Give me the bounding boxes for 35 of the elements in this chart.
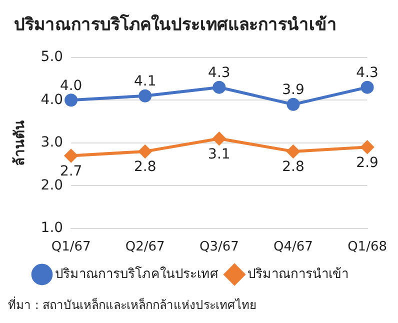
point bbox=[212, 132, 226, 146]
data-label: 4.0 bbox=[60, 78, 82, 94]
x-tick-label: Q1/67 bbox=[51, 240, 91, 255]
point bbox=[64, 94, 78, 107]
point bbox=[138, 144, 152, 158]
point bbox=[286, 98, 300, 111]
point bbox=[64, 149, 78, 162]
y-tick-label: 4.0 bbox=[40, 92, 64, 108]
data-label: 2.8 bbox=[282, 159, 304, 176]
chart-title: ปริมาณการบริโภคในประเทศและการนำเข้า bbox=[13, 13, 338, 37]
y-tick-label: 3.0 bbox=[40, 134, 64, 151]
x-tick-label: Q2/67 bbox=[125, 240, 165, 255]
data-label: 3.1 bbox=[208, 146, 230, 162]
point bbox=[286, 144, 300, 158]
legend-label: ปริมาณการบริโภคในประเทศ bbox=[55, 266, 219, 282]
text: ที่มา : สถาบันเหล็กและเหล็กกล้าแห่งประเทศไทย bbox=[8, 296, 258, 314]
point bbox=[212, 80, 226, 94]
y-axis-title: ล้านตัน bbox=[12, 120, 28, 166]
point bbox=[360, 140, 374, 154]
data-label: 3.9 bbox=[282, 82, 304, 98]
legend-label: ปริมาณการนำเข้า bbox=[248, 266, 348, 282]
data-label: 2.9 bbox=[356, 154, 378, 171]
data-label: 4.1 bbox=[134, 74, 156, 90]
x-tick-label: Q4/67 bbox=[274, 240, 313, 255]
x-tick-label: Q1/68 bbox=[348, 240, 388, 255]
point bbox=[360, 80, 374, 94]
y-tick-label: 2.0 bbox=[40, 177, 64, 194]
point bbox=[138, 89, 152, 102]
data-label: 4.3 bbox=[356, 64, 378, 81]
data-label: 2.7 bbox=[60, 163, 82, 180]
x-tick-label: Q3/67 bbox=[199, 240, 239, 255]
data-label: 2.8 bbox=[134, 159, 156, 176]
y-tick-label: 5.0 bbox=[40, 49, 64, 66]
y-tick-label: 1.0 bbox=[40, 220, 64, 236]
data-label: 4.3 bbox=[208, 64, 230, 81]
